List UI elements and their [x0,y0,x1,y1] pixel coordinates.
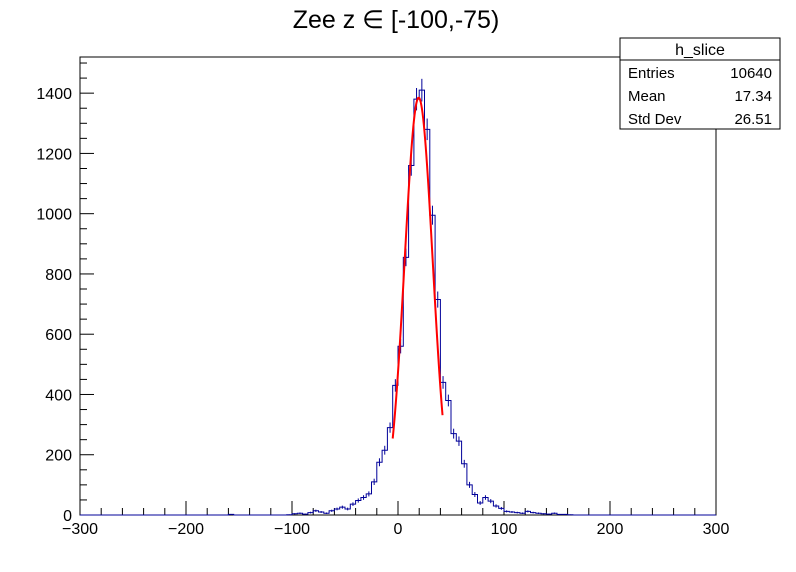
x-axis: −300 −200 −100 0 100 200 300 [62,501,729,538]
chart-title: Zee z ∈ [-100,-75) [293,6,500,34]
y-tick-label: 1400 [36,86,72,103]
stats-box-name: h_slice [675,42,725,59]
y-tick-label: 600 [45,327,72,344]
y-tick-label: 400 [45,387,72,404]
x-tick-label: 100 [491,521,518,538]
x-tick-label: 200 [597,521,624,538]
stats-box: h_slice Entries 10640 Mean 17.34 Std Dev… [619,37,781,130]
stats-entries-label: Entries [628,65,675,82]
x-tick-label: 0 [394,521,403,538]
stats-mean-label: Mean [628,88,666,105]
y-tick-label: 200 [45,448,72,465]
stats-stddev-value: 26.51 [734,111,772,128]
histogram-outline [80,89,716,516]
y-tick-label: 800 [45,267,72,284]
x-tick-label: 300 [703,521,730,538]
stats-entries-value: 10640 [730,65,772,82]
y-tick-label: 1200 [36,146,72,163]
stats-box-frame [619,37,781,130]
histogram-layer [80,78,716,516]
y-tick-label: 0 [63,508,72,525]
gaussian-fit-curve [391,96,444,439]
fit-layer [391,96,444,439]
x-tick-label: −300 [62,521,98,538]
y-axis: 0 200 400 600 800 1000 1200 1400 [36,62,94,525]
x-tick-label: −200 [168,521,204,538]
x-tick-label: −100 [274,521,310,538]
stats-stddev-label: Std Dev [628,111,682,128]
stats-mean-value: 17.34 [734,88,772,105]
y-tick-label: 1000 [36,207,72,224]
